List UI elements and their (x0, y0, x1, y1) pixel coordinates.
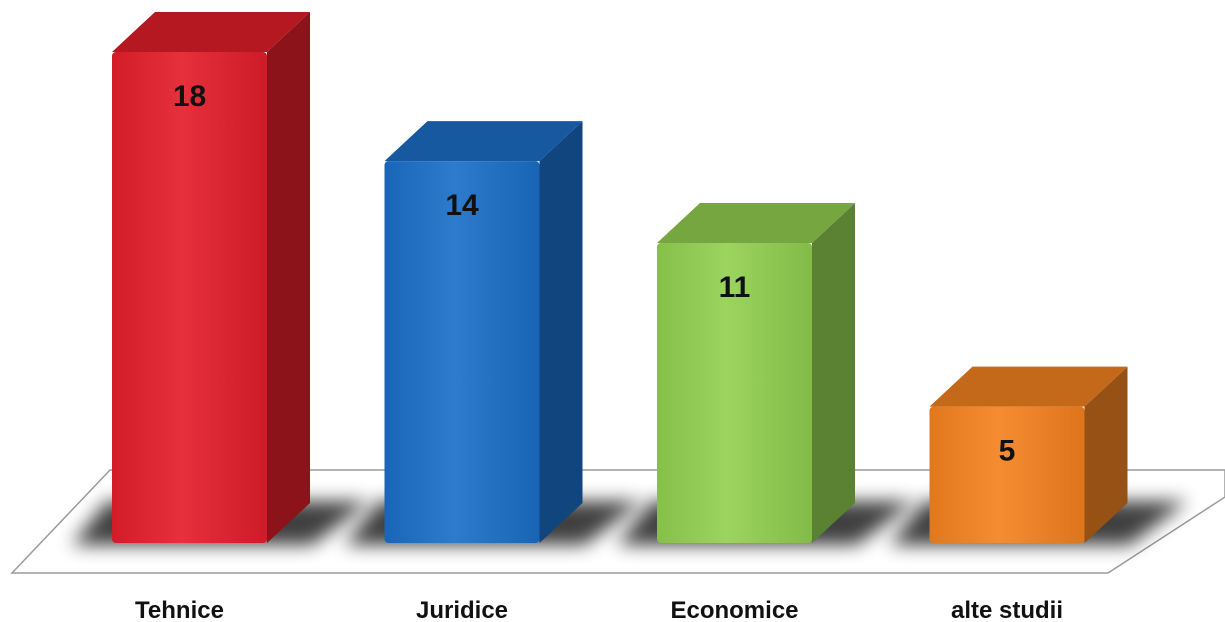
bar-front-face (929, 406, 1085, 543)
bar-side-face (812, 202, 855, 543)
bar-top-face (657, 202, 855, 243)
bar-value-label: 14 (445, 189, 479, 222)
bar-front-face (384, 161, 540, 543)
category-label: Tehnice (135, 597, 224, 622)
bar-top-face (384, 121, 583, 162)
floor-plane (10, 469, 1225, 574)
bar-side-face (539, 121, 583, 543)
bar-top-face (112, 12, 310, 52)
bar (112, 12, 310, 543)
bar-value-label: 11 (719, 271, 751, 304)
bar-value-label: 18 (173, 80, 206, 113)
bar-top-face (929, 366, 1128, 407)
bar-value-label: 5 (999, 435, 1016, 468)
bar-side-face (1084, 366, 1128, 543)
bar-front-face (112, 52, 267, 543)
bar-front-face (657, 242, 812, 543)
bar (384, 121, 583, 543)
bar (929, 366, 1128, 543)
category-label: Juridice (416, 597, 508, 622)
bar-side-face (267, 12, 310, 543)
category-label: Economice (670, 597, 798, 622)
category-label: alte studii (951, 597, 1063, 622)
bar (657, 202, 855, 543)
